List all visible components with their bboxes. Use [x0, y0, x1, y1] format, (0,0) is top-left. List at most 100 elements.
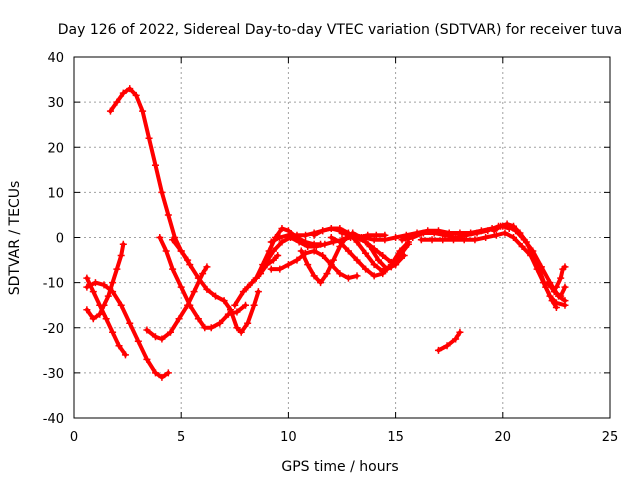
- data-point: [550, 288, 558, 296]
- series-arc-22: [436, 330, 462, 353]
- series-layer: [83, 85, 569, 381]
- tick-layer: 0 5 10 15 20 25 -40 -30 -20 -10 0 10 20 30 40: [43, 51, 619, 445]
- series-arc-21: [554, 264, 567, 290]
- x-tick-label: 0: [70, 430, 78, 445]
- data-point: [370, 272, 378, 280]
- data-point: [353, 256, 361, 264]
- data-point: [269, 256, 277, 264]
- x-tick-label: 20: [495, 430, 512, 445]
- data-point: [96, 301, 104, 309]
- data-point: [207, 324, 215, 332]
- y-tick-label: -20: [43, 322, 64, 337]
- data-point: [151, 369, 159, 377]
- data-point: [89, 315, 97, 323]
- data-point: [396, 247, 404, 255]
- series-arc-4: [84, 280, 171, 380]
- data-point: [109, 279, 117, 287]
- data-point: [109, 328, 117, 336]
- data-point: [143, 326, 151, 334]
- data-point: [134, 337, 142, 345]
- data-point: [490, 227, 498, 235]
- data-point: [186, 301, 194, 309]
- data-point: [319, 252, 327, 260]
- data-point: [83, 306, 91, 314]
- data-point: [310, 272, 318, 280]
- y-tick-label: 0: [56, 232, 64, 247]
- data-point: [370, 261, 378, 269]
- data-point: [329, 256, 337, 264]
- data-point: [430, 229, 438, 237]
- data-point: [387, 261, 395, 269]
- data-point: [252, 274, 260, 282]
- data-point: [239, 288, 247, 296]
- data-point: [370, 236, 378, 244]
- data-point: [497, 222, 505, 230]
- data-point: [177, 283, 185, 291]
- data-point: [166, 328, 174, 336]
- data-point: [158, 335, 166, 343]
- data-point: [227, 306, 235, 314]
- data-point: [522, 238, 530, 246]
- data-point: [121, 351, 129, 359]
- data-point: [216, 319, 224, 327]
- data-point: [443, 342, 451, 350]
- data-point: [372, 231, 380, 239]
- data-point: [323, 270, 331, 278]
- data-point: [409, 234, 417, 241]
- series-arc-20: [545, 280, 567, 299]
- data-point: [552, 283, 560, 291]
- data-point: [91, 279, 99, 287]
- data-point: [194, 274, 202, 282]
- data-point: [143, 355, 151, 363]
- data-point: [317, 279, 325, 287]
- data-point: [109, 288, 117, 296]
- data-point: [370, 245, 378, 253]
- data-point: [231, 301, 239, 309]
- data-point: [434, 346, 442, 354]
- data-point: [83, 274, 91, 282]
- data-point: [265, 247, 273, 255]
- y-tick-label: -10: [43, 277, 64, 292]
- data-point: [293, 231, 301, 239]
- data-point: [132, 91, 140, 99]
- data-point: [203, 285, 211, 293]
- x-tick-label: 25: [602, 430, 619, 445]
- data-point: [349, 231, 357, 239]
- data-point: [169, 236, 177, 244]
- data-point: [220, 297, 228, 305]
- data-point: [501, 229, 509, 237]
- data-point: [449, 236, 457, 244]
- data-point: [126, 85, 134, 93]
- data-point: [158, 373, 166, 381]
- data-point: [190, 288, 198, 296]
- data-point: [510, 222, 518, 230]
- data-point: [338, 229, 346, 237]
- data-point: [177, 247, 185, 255]
- data-point: [336, 224, 344, 232]
- data-point: [471, 236, 479, 244]
- data-point: [552, 303, 560, 311]
- data-point: [293, 256, 301, 264]
- data-point: [126, 319, 134, 327]
- data-point: [104, 292, 112, 300]
- data-point: [548, 297, 556, 305]
- data-point: [302, 231, 310, 239]
- data-point: [374, 256, 382, 264]
- data-point: [304, 261, 312, 269]
- data-point: [113, 98, 121, 106]
- data-point: [151, 333, 159, 341]
- data-point: [392, 234, 400, 241]
- data-point: [561, 301, 569, 309]
- data-point: [362, 249, 370, 257]
- data-point: [460, 236, 468, 244]
- data-point: [158, 188, 166, 196]
- x-tick-label: 15: [387, 430, 404, 445]
- data-point: [529, 252, 537, 260]
- data-point: [359, 234, 367, 241]
- data-point: [452, 335, 460, 343]
- data-point: [362, 265, 370, 273]
- data-point: [274, 252, 282, 260]
- data-point: [186, 261, 194, 269]
- data-point: [164, 211, 172, 219]
- data-point: [535, 265, 543, 273]
